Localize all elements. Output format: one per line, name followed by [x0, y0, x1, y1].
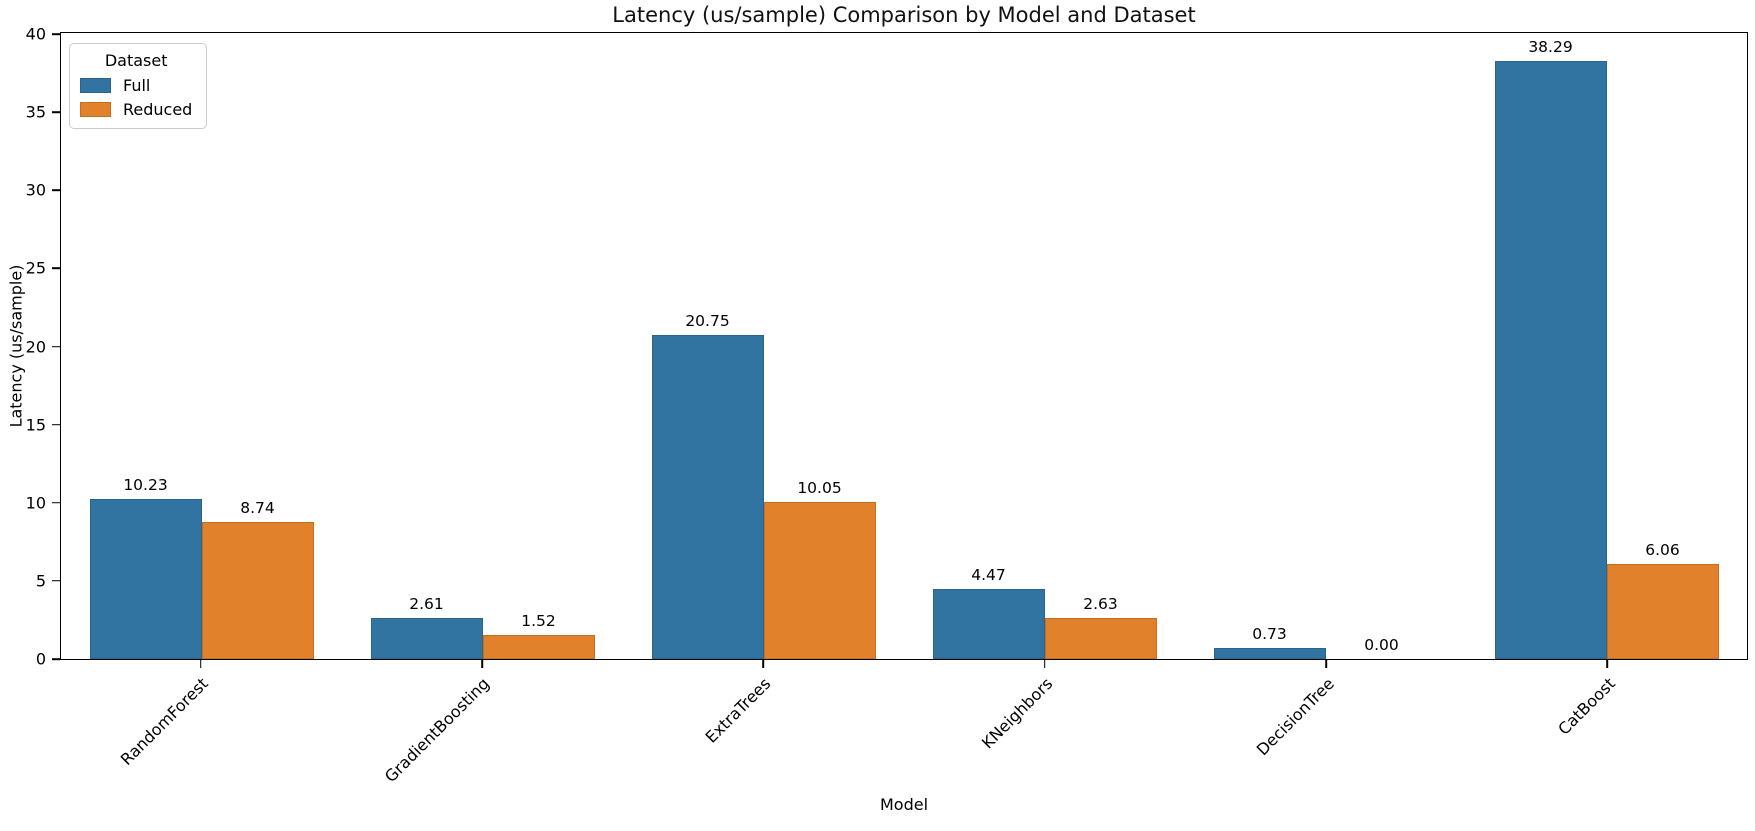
- bar-groups: 10.23 8.74 2.61 1.52 20.75 10.05 4.47 2.63 0.73 0…: [61, 33, 1747, 659]
- legend-swatch-Full: [80, 78, 111, 93]
- y-tick-mark-5: [52, 580, 60, 582]
- legend-swatch-Reduced: [80, 102, 111, 117]
- bar-value-label-Full-ExtraTrees: 20.75: [685, 311, 730, 330]
- x-tick-mark-DecisionTree: [1325, 660, 1327, 668]
- x-axis-label: Model: [879, 795, 929, 814]
- bar-value-label-Reduced-RandomForest: 8.74: [240, 499, 275, 518]
- x-tick-mark-ExtraTrees: [762, 660, 765, 668]
- bar-wrapper-Full-KNeighbors: 4.47: [932, 566, 1045, 659]
- legend-items: Full Reduced: [80, 76, 192, 119]
- y-tick-mark-15: [52, 423, 60, 426]
- x-tick-label-ExtraTrees: ExtraTrees: [702, 674, 775, 747]
- legend-item-Full: Full: [80, 76, 192, 95]
- legend-item-label-Full: Full: [123, 76, 151, 95]
- bar-Reduced-GradientBoosting: [482, 635, 595, 659]
- bar-wrapper-Full-ExtraTrees: 20.75: [651, 311, 764, 659]
- legend: Dataset Full Reduced: [69, 43, 208, 129]
- plot-area: 10.23 8.74 2.61 1.52 20.75 10.05 4.47 2.63 0.73 0…: [60, 32, 1748, 660]
- bar-Reduced-CatBoost: [1606, 564, 1719, 659]
- bar-value-label-Full-GradientBoosting: 2.61: [409, 595, 444, 614]
- x-tick-mark-KNeighbors: [1043, 660, 1046, 668]
- y-tick-label-25: 25: [25, 258, 46, 278]
- y-tick-mark-25: [52, 267, 60, 270]
- bar-Full-GradientBoosting: [370, 618, 483, 659]
- x-tick-mark-RandomForest: [199, 660, 202, 668]
- bar-group-RandomForest: 10.23 8.74: [61, 33, 342, 659]
- y-tick-label-35: 35: [25, 102, 46, 122]
- bar-wrapper-Reduced-RandomForest: 8.74: [201, 499, 314, 659]
- y-tick-mark-35: [52, 111, 60, 113]
- bar-Full-KNeighbors: [932, 589, 1045, 659]
- bar-wrapper-Full-GradientBoosting: 2.61: [370, 595, 483, 659]
- bar-Full-DecisionTree: [1213, 647, 1326, 659]
- y-tick-mark-10: [52, 501, 60, 504]
- bar-value-label-Reduced-CatBoost: 6.06: [1645, 541, 1680, 560]
- bar-group-DecisionTree: 0.73 0.00: [1185, 33, 1466, 659]
- bar-value-label-Full-RandomForest: 10.23: [123, 476, 168, 495]
- x-tick-mark-CatBoost: [1606, 660, 1609, 668]
- bar-group-KNeighbors: 4.47 2.63: [904, 33, 1185, 659]
- y-tick-label-40: 40: [25, 24, 46, 44]
- y-tick-label-0: 0: [35, 649, 46, 669]
- bar-value-label-Reduced-ExtraTrees: 10.05: [797, 478, 842, 497]
- y-tick-mark-20: [52, 345, 60, 348]
- y-tick-label-30: 30: [25, 180, 46, 200]
- bar-wrapper-Reduced-DecisionTree: 0.00: [1326, 636, 1438, 659]
- y-tick-label-20: 20: [25, 337, 46, 356]
- bar-group-ExtraTrees: 20.75 10.05: [623, 33, 904, 659]
- legend-item-label-Reduced: Reduced: [123, 100, 193, 119]
- bar-wrapper-Reduced-GradientBoosting: 1.52: [482, 612, 595, 659]
- bar-value-label-Reduced-KNeighbors: 2.63: [1083, 594, 1118, 613]
- bar-value-label-Full-KNeighbors: 4.47: [971, 566, 1006, 585]
- bar-group-GradientBoosting: 2.61 1.52: [342, 33, 623, 659]
- bar-wrapper-Reduced-CatBoost: 6.06: [1606, 541, 1719, 659]
- bar-wrapper-Reduced-KNeighbors: 2.63: [1044, 594, 1157, 659]
- y-tick-mark-0: [52, 658, 60, 660]
- bar-Reduced-RandomForest: [201, 522, 314, 659]
- bar-Full-ExtraTrees: [651, 334, 764, 659]
- bar-Reduced-KNeighbors: [1044, 617, 1157, 659]
- x-tick-label-GradientBoosting: GradientBoosting: [381, 674, 494, 787]
- x-tick-label-RandomForest: RandomForest: [117, 674, 213, 769]
- bar-value-label-Reduced-DecisionTree: 0.00: [1364, 636, 1399, 654]
- y-tick-mark-30: [52, 189, 60, 192]
- bar-wrapper-Full-CatBoost: 38.29: [1494, 37, 1607, 659]
- bar-wrapper-Full-RandomForest: 10.23: [89, 476, 202, 659]
- x-tick-mark-GradientBoosting: [481, 660, 483, 668]
- legend-item-Reduced: Reduced: [80, 100, 192, 119]
- bar-wrapper-Full-DecisionTree: 0.73: [1213, 624, 1326, 659]
- bar-value-label-Full-DecisionTree: 0.73: [1252, 624, 1287, 643]
- y-tick-label-15: 15: [25, 415, 46, 435]
- legend-title: Dataset: [104, 51, 168, 70]
- bar-value-label-Reduced-GradientBoosting: 1.52: [521, 612, 556, 631]
- x-tick-label-CatBoost: CatBoost: [1554, 674, 1619, 739]
- y-tick-mark-40: [52, 33, 60, 35]
- chart-title: Latency (us/sample) Comparison by Model …: [612, 3, 1196, 27]
- bar-value-label-Full-CatBoost: 38.29: [1528, 37, 1573, 56]
- bar-Reduced-ExtraTrees: [763, 501, 876, 659]
- bar-wrapper-Reduced-ExtraTrees: 10.05: [763, 478, 876, 659]
- x-tick-label-KNeighbors: KNeighbors: [977, 674, 1057, 753]
- bar-Full-CatBoost: [1494, 60, 1607, 659]
- y-tick-label-5: 5: [35, 571, 46, 591]
- x-tick-label-DecisionTree: DecisionTree: [1252, 674, 1338, 760]
- bar-group-CatBoost: 38.29 6.06: [1466, 33, 1747, 659]
- bar-Full-RandomForest: [89, 499, 202, 659]
- y-tick-label-10: 10: [25, 493, 46, 513]
